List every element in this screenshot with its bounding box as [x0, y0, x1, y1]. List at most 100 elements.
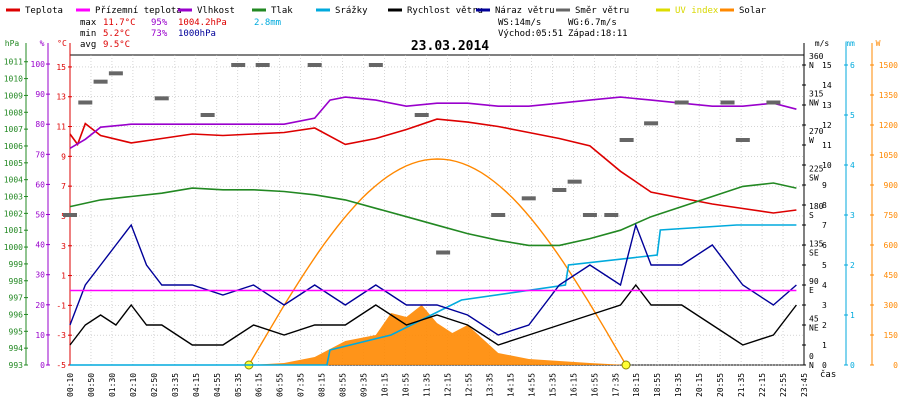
time-tick-label: 17:35: [611, 373, 620, 397]
time-tick-label: 23:45: [800, 373, 809, 397]
time-tick-label: 20:55: [716, 373, 725, 397]
direction-tick-degrees: 135: [809, 240, 824, 249]
time-tick-label: 14:55: [527, 373, 536, 397]
time-tick-label: 10:15: [381, 373, 390, 397]
solar-axis-tick-label: 300: [884, 301, 899, 310]
time-tick-label: 11:35: [423, 373, 432, 397]
time-tick-label: 06:15: [255, 373, 264, 397]
temperature-axis-tick-label: 13: [56, 93, 66, 102]
direction-tick-label: SE: [809, 249, 819, 258]
time-tick-label: 04:15: [192, 373, 201, 397]
solar-area: [248, 305, 627, 365]
wind-axis-tick-label: 14: [822, 81, 832, 90]
pressure-axis-tick-label: 1010: [4, 75, 23, 84]
humidity-axis-tick-label: 90: [35, 90, 45, 99]
wind-axis-tick-label: 12: [822, 121, 832, 130]
wind-direction-mark: [154, 96, 169, 101]
pressure-axis-tick-label: 998: [9, 277, 24, 286]
time-tick-label: 15:35: [548, 373, 557, 397]
time-tick-label: 03:35: [171, 373, 180, 397]
legend-label: Směr větru: [575, 6, 629, 16]
legend-label: Teplota: [25, 6, 63, 16]
rain-axis-tick-label: 0: [850, 361, 855, 370]
time-tick-label: 20:15: [695, 373, 704, 397]
humidity-axis-tick-label: 100: [31, 60, 46, 69]
legend-label: Vlhkost: [197, 6, 235, 16]
wind-direction-mark: [582, 213, 597, 217]
humidity-axis-tick-label: 40: [35, 241, 45, 250]
pressure-axis-tick-label: 994: [9, 344, 24, 353]
sunrise-time: Východ:05:51: [498, 29, 563, 39]
solar-axis-tick-label: 1500: [879, 61, 898, 70]
legend-label: Tlak: [271, 6, 293, 16]
time-tick-label: 01:30: [108, 373, 117, 397]
direction-tick-label: W: [809, 136, 814, 145]
wind-axis-tick-label: 10: [822, 161, 832, 170]
wind-direction-mark: [735, 138, 750, 142]
stat-label: max: [80, 18, 97, 28]
legend-label: Rychlost větru: [407, 6, 483, 16]
wind-axis-tick-label: 6: [822, 241, 827, 250]
wind-direction-layer: [63, 63, 781, 255]
humidity-axis-tick-label: 60: [35, 180, 45, 189]
series-layer: [69, 96, 797, 366]
time-tick-label: 02:50: [150, 373, 159, 397]
humidity-axis-tick-label: 20: [35, 301, 45, 310]
series-line: [70, 224, 797, 366]
stat-rain: 2.8mm: [254, 18, 281, 28]
direction-tick-label: N: [809, 61, 814, 70]
direction-tick-label: N: [809, 361, 814, 370]
time-tick-label: 21:35: [737, 373, 746, 397]
wind-axis-tick-label: 9: [822, 181, 827, 190]
time-tick-label: 16:55: [590, 373, 599, 397]
wind-axis-tick-label: 4: [822, 281, 827, 290]
wind-axis-tick-label: 2: [822, 321, 827, 330]
pressure-axis-tick-label: 1008: [4, 108, 23, 117]
direction-tick-degrees: 360: [809, 52, 824, 61]
rain-axis-tick-label: 6: [850, 61, 855, 70]
wind-direction-mark: [491, 213, 506, 217]
time-tick-label: 13:35: [485, 373, 494, 397]
wind-axis-tick-label: 13: [822, 101, 832, 110]
temperature-axis-tick-label: 15: [56, 63, 66, 72]
time-tick-label: 18:55: [653, 373, 662, 397]
humidity-axis-unit-label: %: [40, 39, 45, 48]
direction-tick-degrees: 0: [809, 352, 814, 361]
time-tick-label: 10:55: [402, 373, 411, 397]
time-tick-label: 00:50: [87, 373, 96, 397]
rain-axis-tick-label: 3: [850, 211, 855, 220]
solar-axis-tick-label: 900: [884, 181, 899, 190]
wind-axis-tick-label: 8: [822, 201, 827, 210]
pressure-axis-tick-label: 1002: [4, 209, 23, 218]
series-line: [69, 118, 797, 214]
time-tick-label: 02:10: [129, 373, 138, 397]
wind-axis-tick-label: 0: [822, 361, 827, 370]
solar-axis-tick-label: 600: [884, 241, 899, 250]
time-tick-label: 18:15: [632, 373, 641, 397]
wind-direction-mark: [720, 100, 735, 105]
wind-direction-mark: [619, 138, 634, 142]
pressure-axis-tick-label: 1000: [4, 243, 23, 252]
x-axis-label: čas: [820, 369, 836, 380]
temperature-axis-tick-label: 3: [61, 242, 66, 251]
stat-pressure: 1000hPa: [178, 29, 216, 39]
time-tick-label: 08:55: [339, 373, 348, 397]
stat-label: min: [80, 29, 96, 39]
wind-direction-mark: [521, 196, 536, 201]
wind-axis-tick-label: 5: [822, 261, 827, 270]
legend-label: UV index: [675, 6, 719, 16]
pressure-axis-unit-label: hPa: [5, 39, 20, 48]
temperature-axis-tick-label: 1: [61, 272, 66, 281]
humidity-axis-tick-label: 30: [35, 271, 45, 280]
wind-direction-mark: [766, 100, 781, 105]
solar-axis-tick-label: 1200: [879, 121, 898, 130]
chart-legend: Teplota Přízemní teplota Vlhkost Tlak Srážky…: [6, 6, 767, 16]
wind-axis-tick-label: 7: [822, 221, 827, 230]
wind-max: WS:14m/s: [498, 18, 541, 28]
time-tick-label: 14:15: [506, 373, 515, 397]
rain-axis-tick-label: 5: [850, 111, 855, 120]
stat-temp: 5.2°C: [103, 29, 130, 39]
pressure-axis-tick-label: 1009: [4, 91, 23, 100]
stat-pressure: 1004.2hPa: [178, 18, 227, 28]
